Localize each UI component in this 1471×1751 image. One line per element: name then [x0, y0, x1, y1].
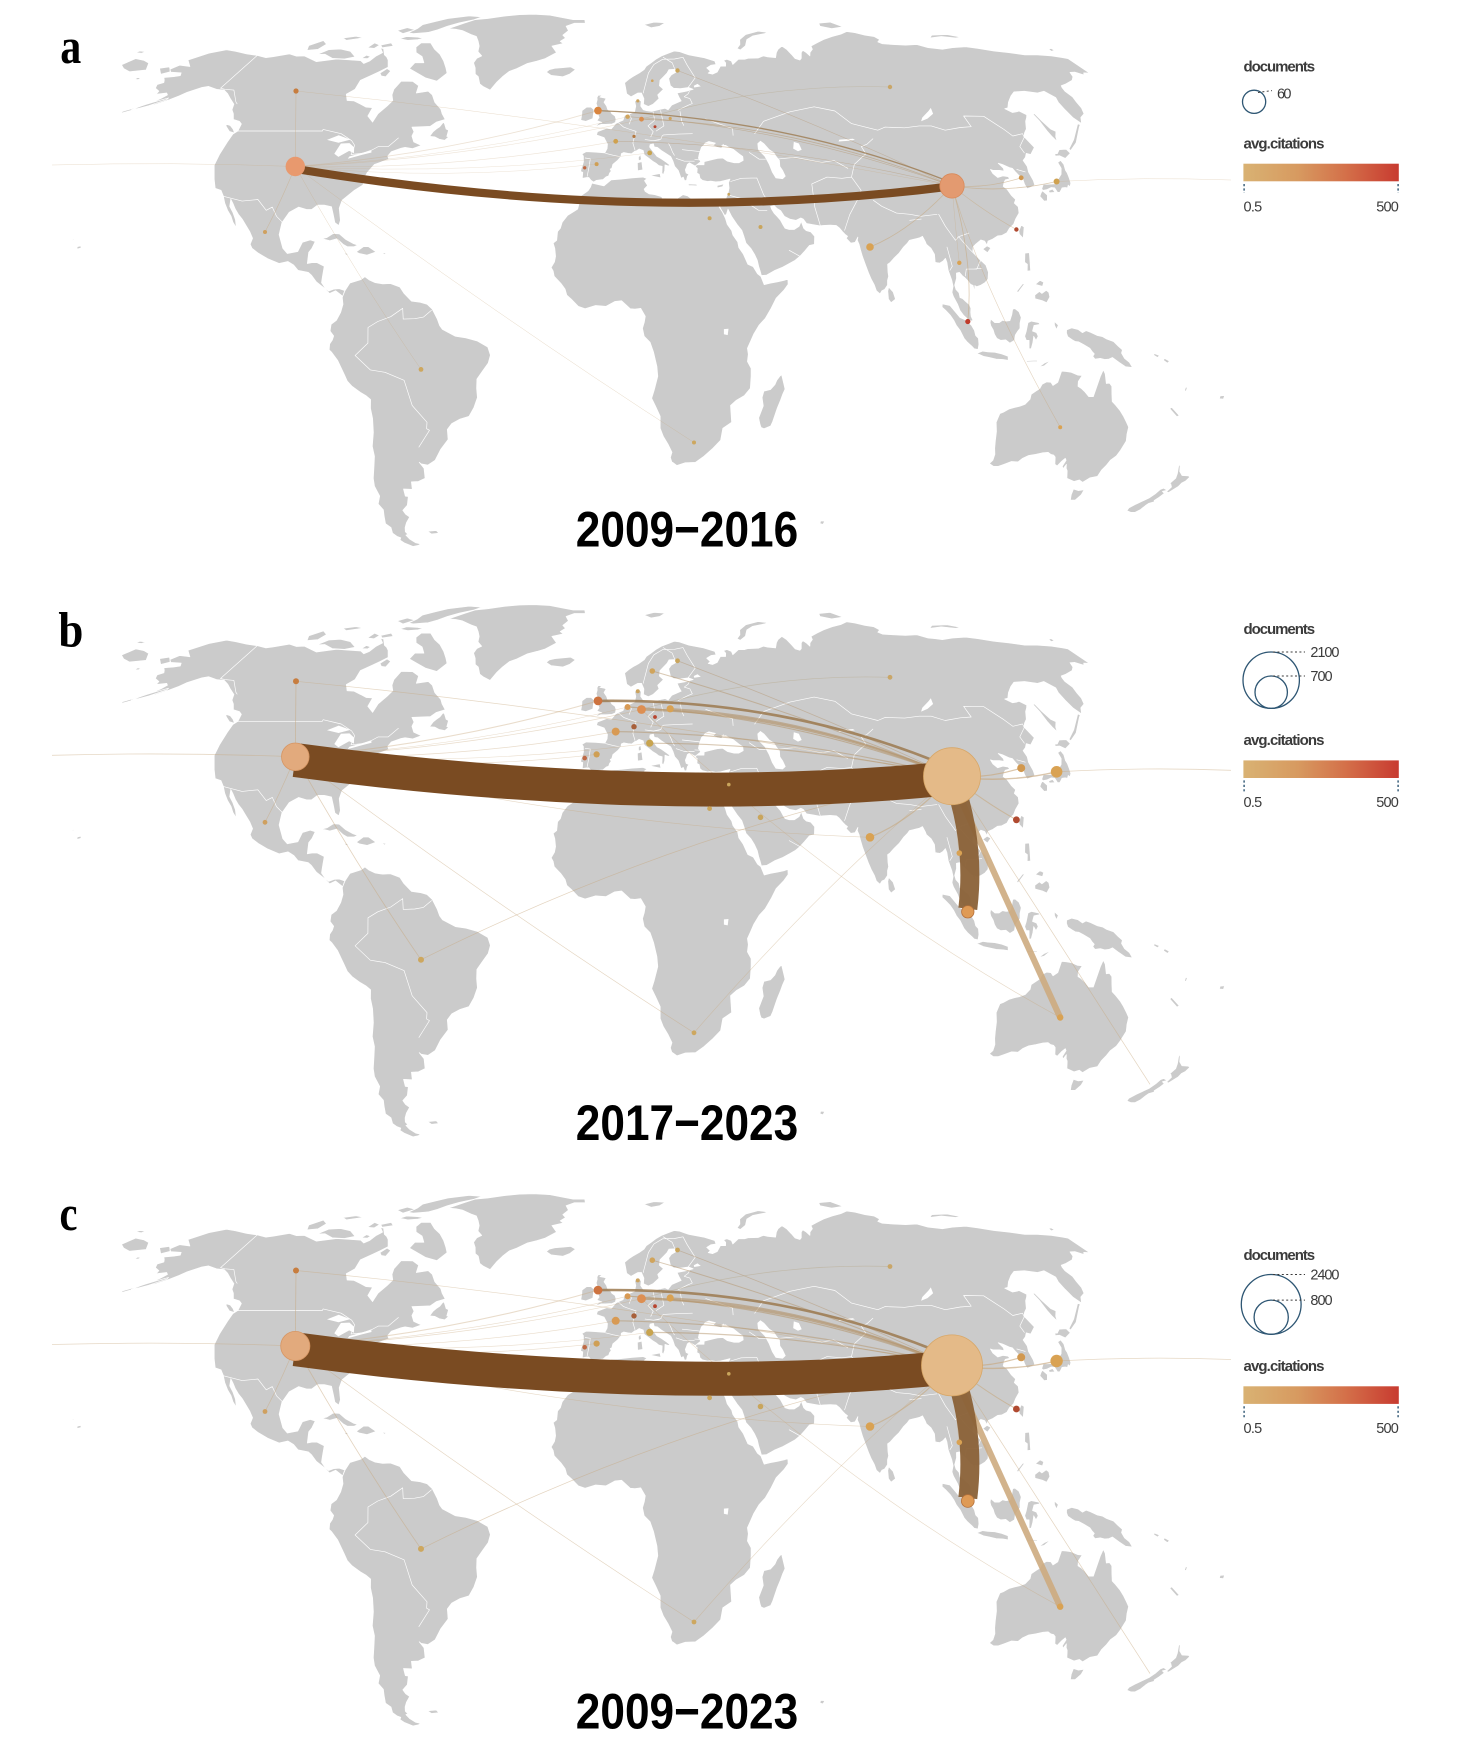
svg-text:0.5: 0.5 [1244, 795, 1263, 811]
svg-text:60: 60 [1277, 87, 1292, 103]
svg-text:0.5: 0.5 [1244, 1421, 1263, 1437]
svg-text:700: 700 [1310, 669, 1332, 685]
svg-text:b: b [58, 602, 83, 658]
svg-text:500: 500 [1376, 795, 1399, 811]
svg-text:2009−2016: 2009−2016 [576, 502, 798, 558]
svg-text:2100: 2100 [1310, 645, 1339, 661]
svg-text:a: a [60, 18, 81, 74]
svg-text:2400: 2400 [1310, 1268, 1339, 1284]
svg-text:documents: documents [1244, 621, 1316, 638]
svg-text:500: 500 [1376, 1421, 1399, 1437]
svg-text:0.5: 0.5 [1244, 200, 1263, 216]
svg-text:c: c [60, 1185, 78, 1241]
svg-text:documents: documents [1244, 1247, 1316, 1264]
svg-text:avg.citations: avg.citations [1244, 135, 1325, 152]
svg-text:documents: documents [1244, 58, 1316, 75]
svg-text:avg.citations: avg.citations [1244, 1358, 1325, 1375]
svg-text:2017−2023: 2017−2023 [576, 1095, 798, 1151]
svg-text:800: 800 [1310, 1293, 1332, 1309]
svg-text:2009−2023: 2009−2023 [576, 1684, 798, 1740]
svg-text:500: 500 [1376, 200, 1399, 216]
svg-text:avg.citations: avg.citations [1244, 732, 1325, 749]
